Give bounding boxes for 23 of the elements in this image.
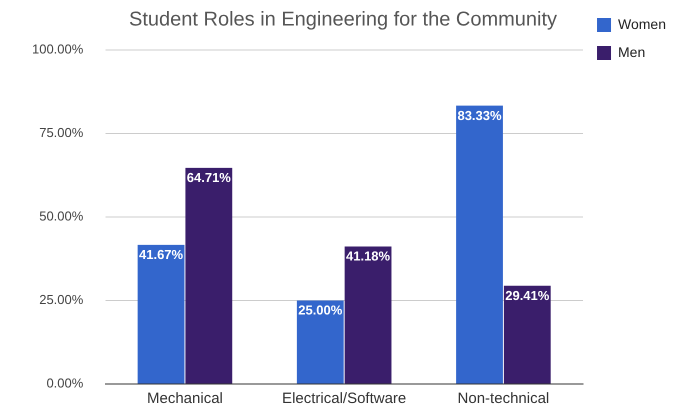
data-label: 83.33% <box>457 108 502 123</box>
bar <box>296 300 344 384</box>
data-label: 64.71% <box>186 170 232 185</box>
x-tick-label: Electrical/Software <box>282 390 406 408</box>
y-tick-label: 100.00% <box>32 42 84 57</box>
x-tick-label: Non-technical <box>458 390 550 408</box>
data-label: 29.41% <box>505 288 550 303</box>
legend-label: Men <box>618 44 646 60</box>
bar <box>344 246 392 384</box>
data-label: 41.18% <box>346 248 391 264</box>
bar <box>504 286 551 384</box>
bar <box>138 244 184 384</box>
y-tick-label: 25.00% <box>39 292 84 308</box>
x-tick-label: Mechanical <box>147 390 223 408</box>
y-tick-label: 75.00% <box>39 125 84 140</box>
chart-title: Student Roles in Engineering for the Community <box>128 8 558 31</box>
legend-label: Women <box>618 16 666 32</box>
bar <box>185 168 232 384</box>
data-label: 25.00% <box>298 302 343 318</box>
y-tick-label: 50.00% <box>39 208 84 224</box>
bar <box>456 106 503 384</box>
y-tick-label: 0.00% <box>46 376 84 391</box>
data-label: 41.67% <box>139 246 184 262</box>
